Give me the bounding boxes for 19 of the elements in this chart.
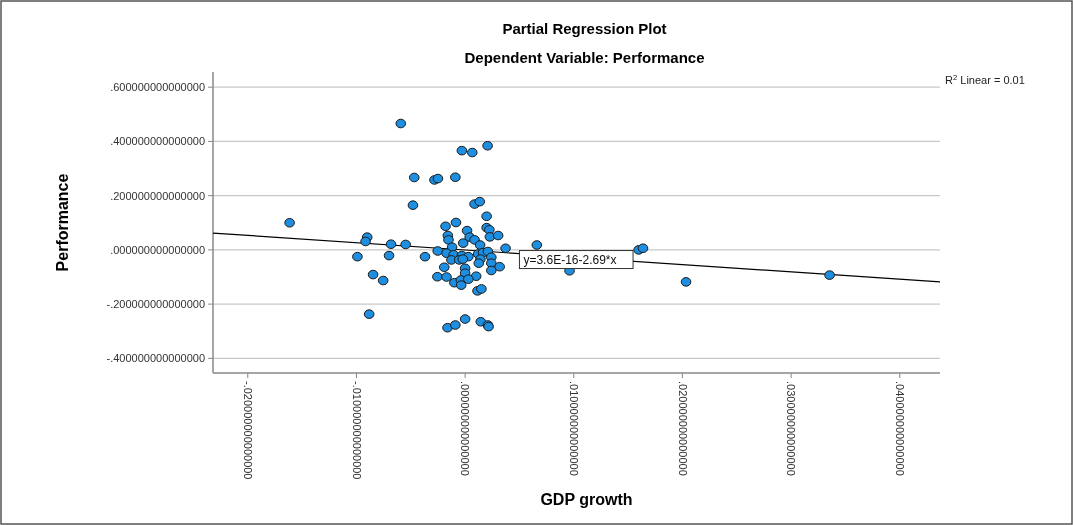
x-axis-title: GDP growth: [540, 491, 633, 508]
y-tick-label: .400000000000000: [110, 135, 205, 148]
chart-subtitle: Dependent Variable: Performance: [464, 49, 705, 66]
x-tick-label: -.020000000000000: [241, 381, 254, 480]
chart-title: Partial Regression Plot: [502, 20, 667, 37]
text: R$^{2}$ Linear = 0.01: [945, 72, 1025, 86]
annotation: y=3.6E-16-2.69*x: [523, 252, 617, 267]
y-tick-label: .600000000000000: [110, 81, 205, 94]
y-tick-label: .200000000000000: [110, 189, 205, 202]
y-tick-label: -.200000000000000: [106, 297, 205, 310]
x-tick-label: .020000000000000: [676, 381, 689, 476]
x-tick-label: -.010000000000000: [350, 381, 363, 480]
y-tick-label: .000000000000000: [110, 243, 205, 256]
y-axis-title: Performance: [54, 173, 71, 272]
x-tick-label: .030000000000000: [785, 381, 798, 476]
x-tick-label: .040000000000000: [893, 381, 906, 476]
y-tick-label: -.400000000000000: [106, 352, 205, 365]
x-tick-label: .010000000000000: [567, 381, 580, 476]
x-tick-label: .000000000000000: [459, 381, 472, 476]
